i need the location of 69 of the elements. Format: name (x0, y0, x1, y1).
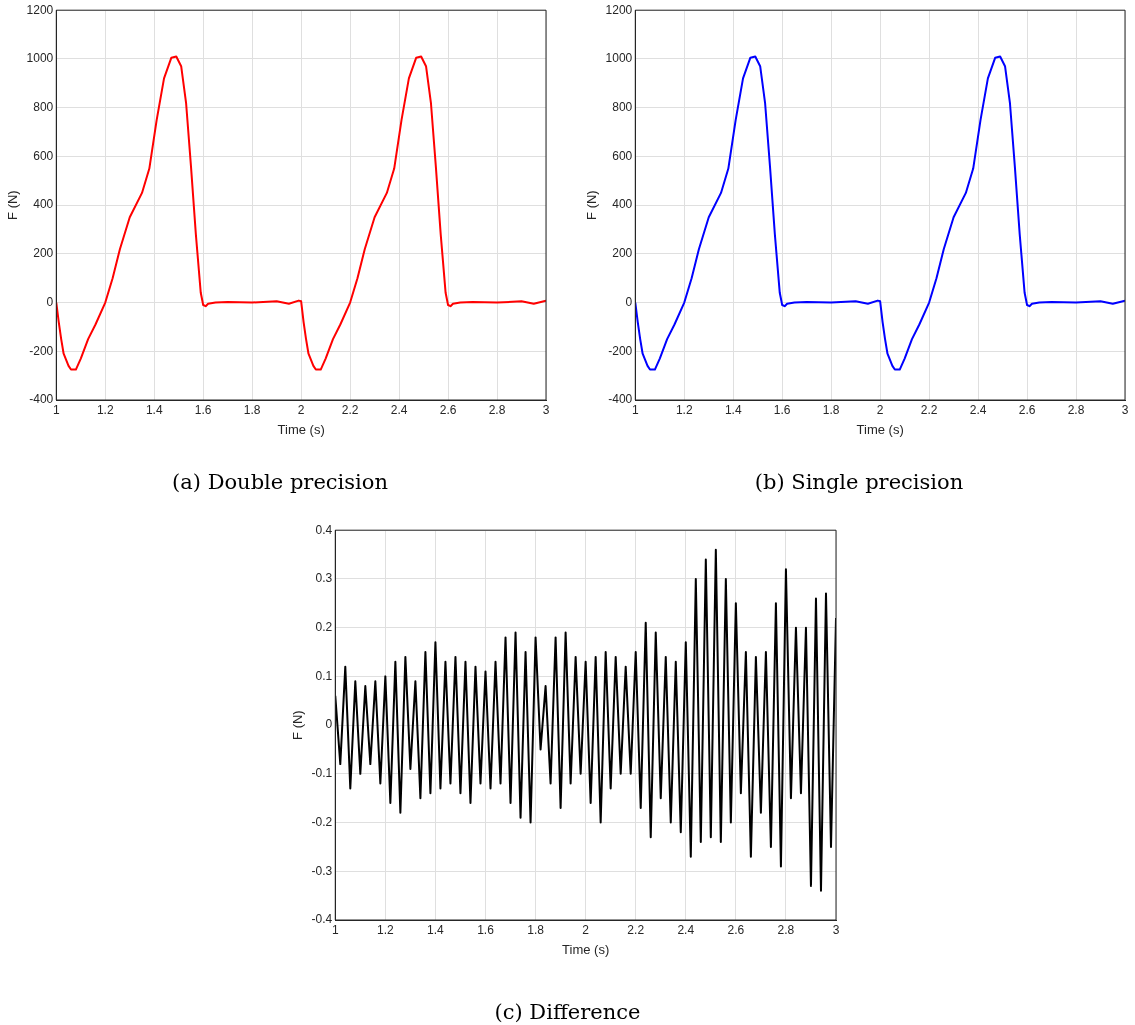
x-tick-label: 1.2 (96, 402, 114, 417)
y-tick-label: 0 (325, 717, 333, 732)
y-tick-label: -0.1 (311, 766, 333, 781)
y-tick-label: 0.1 (315, 668, 333, 683)
x-tick-label: 2.4 (390, 402, 408, 417)
y-tick-label: 0 (46, 294, 54, 309)
x-tick-label: 1.4 (427, 922, 445, 937)
x-tick-label: 1.4 (145, 402, 163, 417)
text: (a) Double precision (171, 470, 389, 494)
x-tick-label: 1.2 (377, 922, 395, 937)
y-tick-label: 600 (612, 148, 633, 163)
text: (c) Difference (493, 1000, 642, 1024)
x-tick-label: 1.8 (243, 402, 261, 417)
x-tick-label: 1.8 (527, 922, 545, 937)
x-tick-label: 3 (832, 922, 840, 937)
x-tick-label: 1.6 (194, 402, 212, 417)
y-tick-label: 800 (612, 99, 633, 114)
y-tick-label: 200 (33, 246, 54, 261)
x-tick-label: 2.6 (439, 402, 457, 417)
y-tick-label: -0.4 (311, 912, 333, 927)
x-tick-label: 2.6 (727, 922, 745, 937)
x-axis-title: Time (s) (277, 421, 325, 437)
text: (b) Single precision (753, 470, 965, 494)
y-tick-label: 1000 (605, 51, 633, 66)
y-tick-label: 0 (625, 294, 633, 309)
y-tick-label: 1000 (26, 51, 54, 66)
y-tick-label: 0.3 (315, 571, 333, 586)
y-tick-label: -200 (29, 343, 54, 358)
y-tick-label: 600 (33, 148, 54, 163)
x-tick-label: 1.6 (773, 402, 791, 417)
x-tick-label: 2.4 (969, 402, 987, 417)
y-axis-title: F (N) (290, 710, 306, 740)
y-tick-label: -0.3 (311, 863, 333, 878)
y-tick-label: -0.2 (311, 814, 333, 829)
x-tick-label: 2 (876, 402, 884, 417)
y-tick-label: -200 (608, 343, 633, 358)
y-tick-label: 1200 (605, 2, 633, 17)
y-tick-label: 800 (33, 99, 54, 114)
x-tick-label: 1.4 (724, 402, 742, 417)
y-tick-label: -400 (29, 392, 54, 407)
x-tick-label: 2 (582, 922, 590, 937)
y-tick-label: 200 (612, 246, 633, 261)
x-tick-label: 1.2 (675, 402, 693, 417)
x-tick-label: 2.2 (920, 402, 938, 417)
x-axis-title: Time (s) (856, 421, 904, 437)
x-tick-label: 2 (297, 402, 305, 417)
x-tick-label: 2.4 (677, 922, 695, 937)
x-tick-label: 2.6 (1018, 402, 1036, 417)
x-tick-label: 2.2 (341, 402, 359, 417)
y-tick-label: -400 (608, 392, 633, 407)
x-tick-label: 1 (631, 402, 639, 417)
y-tick-label: 0.4 (315, 522, 333, 537)
x-axis-title: Time (s) (562, 941, 610, 957)
x-tick-label: 2.8 (488, 402, 506, 417)
x-tick-label: 1 (52, 402, 60, 417)
y-tick-label: 400 (33, 197, 54, 212)
y-axis-title: F (N) (584, 190, 600, 220)
x-tick-label: 2.8 (777, 922, 795, 937)
x-tick-label: 1.6 (477, 922, 495, 937)
x-tick-label: 3 (1121, 402, 1129, 417)
y-axis-title: F (N) (5, 190, 21, 220)
x-tick-label: 1.8 (822, 402, 840, 417)
x-tick-label: 2.2 (627, 922, 645, 937)
y-tick-label: 1200 (26, 2, 54, 17)
y-tick-label: 0.2 (315, 619, 333, 634)
x-tick-label: 2.8 (1067, 402, 1085, 417)
x-tick-label: 3 (542, 402, 550, 417)
y-tick-label: 400 (612, 197, 633, 212)
x-tick-label: 1 (331, 922, 339, 937)
